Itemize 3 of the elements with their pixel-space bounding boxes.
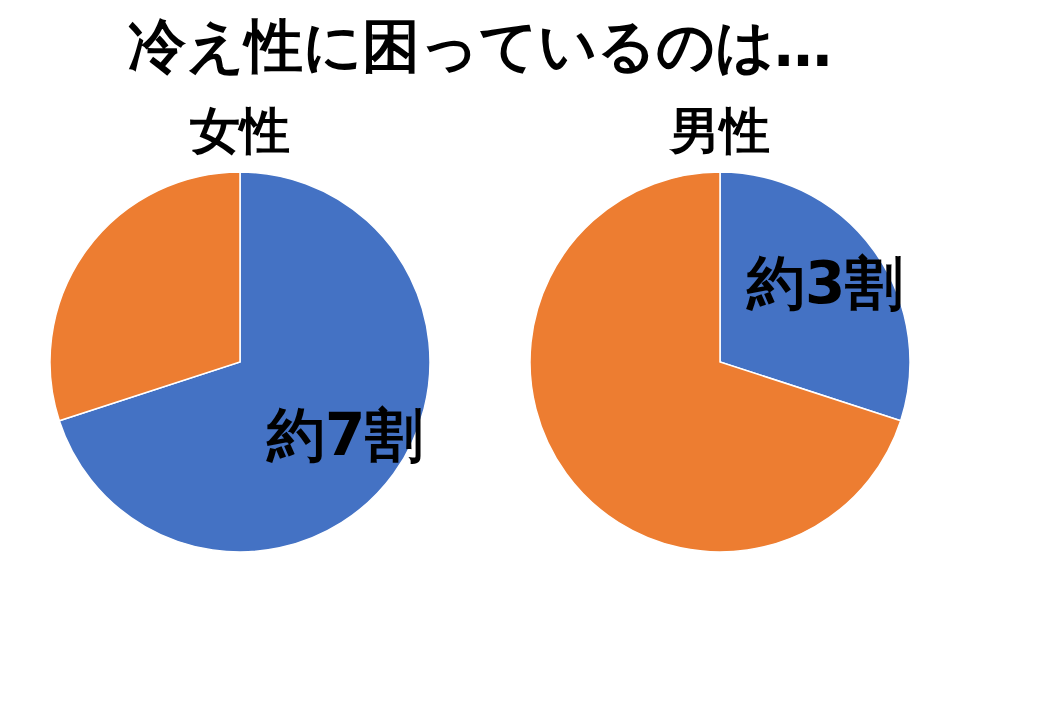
chart-title: 冷え性に困っているのは… [128, 12, 832, 80]
chart-subtitle: 女性 [189, 102, 290, 160]
chart-subtitle: 男性 [668, 102, 770, 160]
